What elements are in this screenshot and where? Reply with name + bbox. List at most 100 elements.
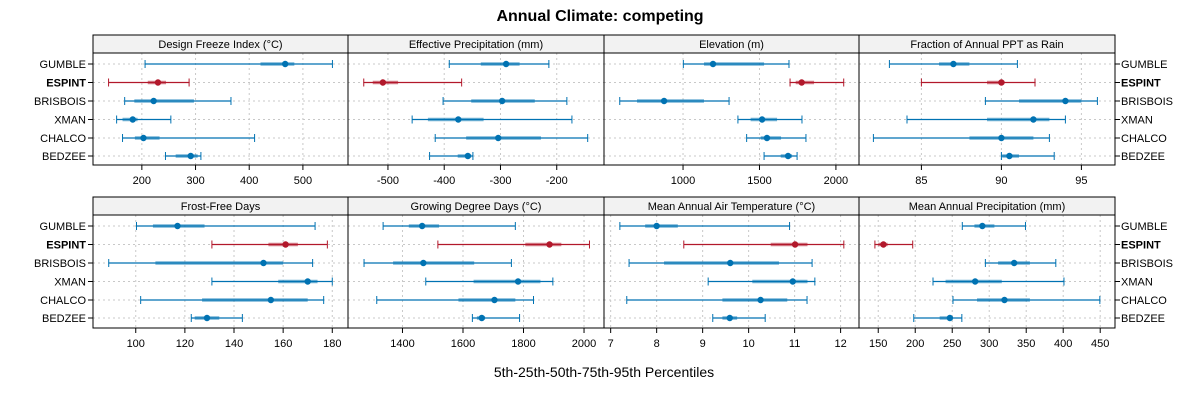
- site-label-right: ESPINT: [1121, 240, 1161, 252]
- panel-frame: [858, 52, 1116, 166]
- panel-frame: [347, 52, 605, 166]
- site-label-left: CHALCO: [40, 295, 86, 307]
- median-point-brisbois: [498, 97, 506, 105]
- median-point-brisbois: [1010, 259, 1018, 267]
- site-label-right: BEDZEE: [1121, 151, 1165, 163]
- median-point-gumble: [950, 60, 957, 68]
- x-tick-label: 8: [654, 338, 660, 350]
- x-tick-label: 350: [1017, 338, 1035, 350]
- median-point-bedzee: [203, 314, 211, 322]
- site-label-left: BEDZEE: [42, 313, 86, 325]
- x-tick-label: 90: [995, 175, 1007, 187]
- median-point-espint: [798, 79, 805, 86]
- site-label-left: BRISBOIS: [34, 96, 86, 108]
- site-label-right: CHALCO: [1121, 133, 1167, 145]
- chart-title: Annual Climate: competing: [496, 8, 703, 25]
- median-point-gumble: [418, 222, 426, 230]
- panel-title: Mean Annual Air Temperature (°C): [648, 201, 815, 213]
- x-tick-label: -300: [489, 175, 511, 187]
- median-point-bedzee: [478, 314, 485, 322]
- x-axis-label: 5th-25th-50th-75th-95th Percentiles: [494, 364, 714, 380]
- median-point-chalco: [757, 296, 764, 304]
- panels: Design Freeze Index (°C) 200 300 400 500 Effe…: [34, 34, 1173, 350]
- panel-title: Frost-Free Days: [181, 201, 261, 213]
- x-tick-label: 180: [323, 338, 341, 350]
- median-point-chalco: [267, 296, 275, 304]
- median-point-gumble: [281, 60, 289, 68]
- site-label-right: BRISBOIS: [1121, 258, 1173, 270]
- median-point-espint: [546, 241, 553, 248]
- panel-frame: [603, 214, 860, 329]
- median-point-brisbois: [420, 259, 427, 267]
- panel-title: Design Freeze Index (°C): [158, 39, 282, 51]
- site-label-left: ESPINT: [46, 240, 86, 252]
- x-tick-label: 2000: [824, 175, 848, 187]
- median-point-xman: [758, 116, 766, 123]
- site-label-left: XMAN: [54, 277, 86, 289]
- site-label-left: CHALCO: [40, 133, 86, 145]
- x-tick-label: 400: [240, 175, 258, 187]
- x-tick-label: 1000: [671, 175, 695, 187]
- panel-frame: [347, 214, 605, 329]
- site-label-left: GUMBLE: [40, 59, 86, 71]
- median-point-chalco: [763, 134, 771, 142]
- site-label-right: GUMBLE: [1121, 59, 1167, 71]
- median-point-xman: [514, 278, 522, 285]
- panel-frame: [92, 52, 349, 166]
- x-tick-label: -200: [546, 175, 568, 187]
- site-label-left: ESPINT: [46, 78, 86, 90]
- median-point-brisbois: [150, 97, 157, 105]
- site-label-right: XMAN: [1121, 277, 1153, 289]
- x-tick-label: 450: [1091, 338, 1109, 350]
- panel-title: Mean Annual Precipitation (mm): [909, 201, 1066, 213]
- x-tick-label: -400: [433, 175, 455, 187]
- x-tick-label: 1400: [390, 338, 414, 350]
- site-label-right: XMAN: [1121, 115, 1153, 127]
- x-tick-label: 7: [608, 338, 614, 350]
- panel-4: Fraction of Annual PPT as Rain 85 90 95: [858, 34, 1116, 187]
- x-tick-label: 160: [274, 338, 292, 350]
- panel-8: Mean Annual Precipitation (mm) 150 200 250 3…: [858, 196, 1116, 350]
- median-point-brisbois: [660, 97, 668, 105]
- median-point-brisbois: [727, 259, 734, 267]
- site-label-right: GUMBLE: [1121, 221, 1167, 233]
- median-point-xman: [304, 278, 311, 285]
- median-point-gumble: [979, 222, 986, 230]
- site-label-left: BRISBOIS: [34, 258, 86, 270]
- median-point-brisbois: [1062, 97, 1069, 105]
- site-label-right: ESPINT: [1121, 78, 1161, 90]
- median-point-xman: [129, 116, 136, 123]
- median-point-bedzee: [726, 314, 733, 322]
- site-label-right: BRISBOIS: [1121, 96, 1173, 108]
- site-label-left: XMAN: [54, 115, 86, 127]
- panel-title: Elevation (m): [699, 39, 764, 51]
- x-tick-label: 150: [869, 338, 887, 350]
- x-tick-label: 300: [186, 175, 204, 187]
- site-label-left: BEDZEE: [42, 151, 86, 163]
- median-point-espint: [379, 79, 387, 86]
- x-tick-label: 1500: [747, 175, 771, 187]
- x-tick-label: 10: [743, 338, 755, 350]
- x-tick-label: 11: [789, 338, 800, 350]
- panel-5: Frost-Free Days 100 120 140 160 180: [92, 196, 349, 350]
- x-tick-label: 300: [980, 338, 998, 350]
- x-tick-label: 100: [127, 338, 145, 350]
- panel-6: Growing Degree Days (°C) 1400 1600 1800 2000: [347, 196, 605, 350]
- median-point-chalco: [140, 134, 147, 142]
- x-tick-label: -500: [377, 175, 399, 187]
- panel-title: Fraction of Annual PPT as Rain: [910, 39, 1063, 51]
- median-point-bedzee: [946, 314, 954, 322]
- x-tick-label: 200: [906, 338, 924, 350]
- x-tick-label: 120: [176, 338, 194, 350]
- median-point-espint: [154, 79, 162, 86]
- median-point-gumble: [502, 60, 510, 68]
- median-point-gumble: [709, 60, 717, 68]
- median-point-xman: [1030, 116, 1037, 123]
- panel-frame: [858, 214, 1116, 329]
- median-point-xman: [455, 116, 462, 123]
- panel-1: Design Freeze Index (°C) 200 300 400 500: [92, 34, 349, 187]
- x-tick-label: 1600: [451, 338, 475, 350]
- x-tick-label: 95: [1075, 175, 1087, 187]
- x-tick-label: 200: [133, 175, 151, 187]
